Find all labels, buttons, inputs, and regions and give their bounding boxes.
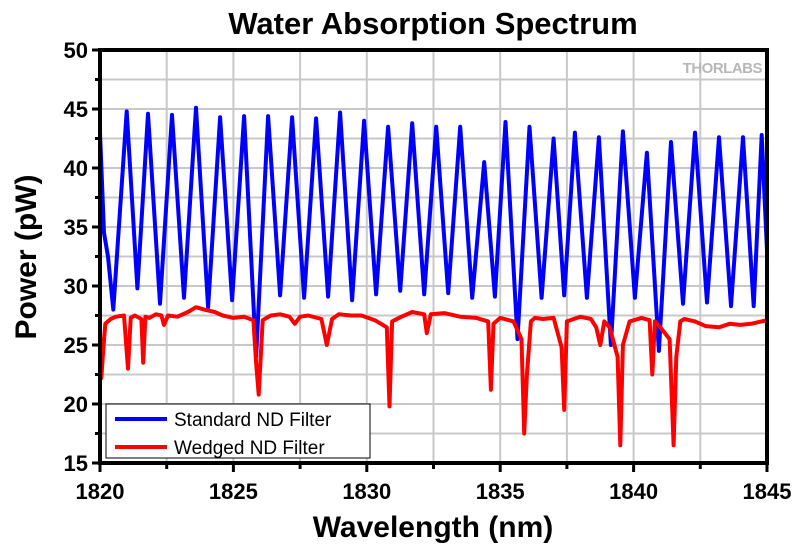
chart-title: Water Absorption Spectrum bbox=[228, 6, 637, 41]
x-tick-label: 1825 bbox=[209, 479, 258, 504]
y-tick-label: 45 bbox=[64, 97, 88, 122]
x-axis-ticks: 1820 1825 1830 1835 1840 1845 bbox=[76, 463, 792, 504]
x-axis-label: Wavelength (nm) bbox=[313, 511, 554, 544]
y-tick-label: 15 bbox=[64, 451, 88, 476]
grid bbox=[100, 50, 767, 463]
series-line-standard-nd-filter bbox=[98, 105, 769, 359]
series-line-wedged-nd-filter bbox=[98, 305, 768, 448]
y-tick-label: 50 bbox=[64, 38, 88, 63]
legend: Standard ND Filter Wedged ND Filter bbox=[105, 403, 371, 459]
x-tick-label: 1830 bbox=[342, 479, 391, 504]
y-tick-label: 30 bbox=[64, 274, 88, 299]
y-tick-label: 40 bbox=[64, 156, 88, 181]
x-tick-label: 1835 bbox=[476, 479, 525, 504]
x-tick-label: 1845 bbox=[743, 479, 792, 504]
y-tick-label: 25 bbox=[64, 333, 88, 358]
y-tick-label: 35 bbox=[64, 215, 88, 240]
x-tick-label: 1820 bbox=[76, 479, 125, 504]
y-axis-label: Power (pW) bbox=[10, 175, 43, 340]
x-tick-label: 1840 bbox=[609, 479, 658, 504]
thorlabs-watermark: THORLABS bbox=[683, 60, 763, 77]
legend-label-wedged: Wedged ND Filter bbox=[174, 438, 325, 459]
series-layer bbox=[98, 105, 769, 448]
y-tick-label: 20 bbox=[64, 392, 88, 417]
legend-label-standard: Standard ND Filter bbox=[174, 410, 332, 431]
y-axis-ticks: 15 20 25 30 35 40 45 50 bbox=[64, 38, 100, 476]
